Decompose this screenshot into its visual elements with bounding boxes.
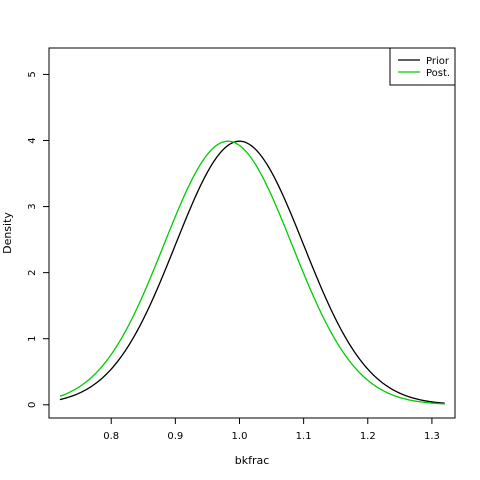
x-axis: 0.8 0.9 1.0 1.1 1.2 1.3 — [103, 417, 440, 442]
series-line-post — [59, 140, 445, 405]
y-tick-label: 1 — [27, 336, 38, 342]
x-tick-label: 0.9 — [167, 431, 183, 442]
y-tick-label: 0 — [27, 402, 38, 408]
series-line-prior — [59, 140, 445, 404]
y-tick-label: 2 — [27, 269, 38, 275]
x-tick-label: 1.3 — [424, 431, 440, 442]
legend-label: Prior — [426, 56, 450, 67]
y-axis-label: Density — [1, 212, 14, 254]
x-tick-label: 0.8 — [103, 431, 119, 442]
y-axis: 0 1 2 3 4 5 — [27, 71, 50, 408]
plot-frame — [48, 47, 456, 419]
y-tick-label: 3 — [27, 203, 38, 209]
y-tick-label: 5 — [27, 71, 38, 77]
legend-box — [389, 47, 456, 86]
legend-label: Post. — [426, 68, 450, 79]
x-tick-label: 1.1 — [296, 431, 312, 442]
x-tick-label: 1.2 — [360, 431, 376, 442]
series-layer — [59, 140, 445, 405]
y-tick-label: 4 — [27, 137, 38, 143]
x-axis-label: bkfrac — [235, 454, 270, 467]
x-tick-label: 1.0 — [232, 431, 248, 442]
